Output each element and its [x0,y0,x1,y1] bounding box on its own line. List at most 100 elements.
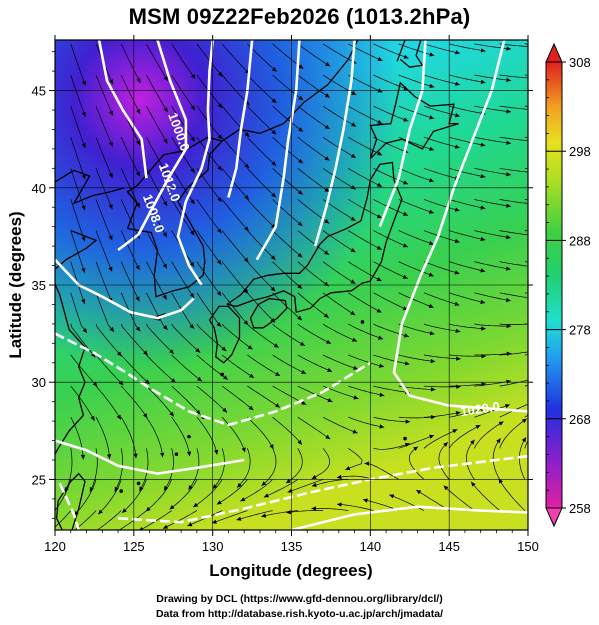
streamline [70,105,86,149]
streamline-arrow [162,294,167,300]
streamline [449,261,486,272]
streamline-arrow [108,172,113,178]
streamline-arrow [189,261,195,267]
streamline-arrow [506,46,511,51]
credit-drawing: Drawing by DCL (https://www.gfd-dennou.o… [156,593,443,605]
streamline-arrow [273,343,279,348]
streamline-arrow [263,493,269,498]
streamline-arrow [379,392,385,397]
streamline-arrow [496,438,501,444]
streamline [146,417,164,458]
streamline-arrow [81,80,86,86]
streamline [449,407,486,418]
streamline [146,230,168,269]
coastline [396,40,406,62]
streamline-arrow [107,454,112,459]
streamline [348,416,385,428]
streamline-arrow [216,322,222,327]
isobar [97,40,148,179]
streamline [95,105,113,147]
streamline-arrow [217,103,223,108]
streamline-arrow [379,363,384,368]
streamline [398,136,435,151]
streamline-arrow [145,506,151,512]
streamline [373,105,409,122]
streamline-arrow [286,478,291,484]
streamline-arrow [454,144,460,149]
streamline-arrow [413,446,419,451]
streamline [146,105,168,144]
streamline [196,416,218,455]
coastline [369,81,459,160]
streamline-arrow [271,161,277,166]
streamline-arrow [350,279,356,284]
streamline-arrow [82,328,87,333]
streamline-arrow [353,395,359,400]
colorbar-tick-label: 298 [569,144,591,159]
streamline [499,74,528,79]
streamline [272,354,307,375]
streamline [398,354,436,362]
streamline [398,434,435,449]
streamline [171,43,196,80]
streamline-arrow [506,324,512,329]
streamline-arrow [81,111,86,117]
streamline [474,353,512,356]
streamline [247,354,281,377]
streamline [196,385,228,413]
streamline [146,323,175,355]
streamline-arrow [452,429,458,434]
colorbar-tick-label: 268 [569,412,591,427]
streamline [70,354,98,387]
streamline [297,354,333,372]
streamline [146,168,168,207]
streamline [474,43,512,50]
streamline [423,230,460,243]
coastline [249,297,288,329]
streamline-arrow [248,405,254,411]
streamline [362,499,399,511]
streamline-arrow [471,481,476,487]
streamline [423,167,460,180]
streamline-arrow [532,170,537,174]
streamline-arrow [117,351,122,357]
island [360,320,365,324]
streamline [196,261,222,297]
streamline-arrow [529,401,534,405]
streamline-arrow [498,421,504,426]
streamline [423,385,461,388]
streamline [120,261,140,302]
streamline-arrow [261,513,267,518]
streamline [70,417,84,460]
streamline-arrow [403,54,409,59]
streamline [499,136,528,142]
streamline-arrow [116,414,121,420]
streamline [247,292,276,323]
streamline-arrow [247,345,253,350]
streamline-arrow [189,323,195,329]
streamline [171,416,191,457]
streamline [498,478,526,511]
streamline [470,481,500,511]
streamline [70,74,86,117]
streamline [499,403,528,418]
streamline-arrow [430,415,436,420]
streamline [398,43,435,57]
streamline [423,105,460,117]
streamline [322,354,359,370]
streamline-arrow [74,510,79,516]
streamline-arrow [454,301,460,306]
streamline-arrow [244,226,249,231]
streamline [146,292,168,331]
streamline [449,383,487,387]
streamline-arrow [163,169,168,175]
streamline [398,261,434,277]
streamline [474,323,512,327]
streamline [423,292,460,306]
streamline-arrow [244,163,250,169]
streamline-arrow [136,140,141,146]
streamline-arrow [455,328,461,333]
streamline [322,43,357,64]
streamline [95,385,122,420]
